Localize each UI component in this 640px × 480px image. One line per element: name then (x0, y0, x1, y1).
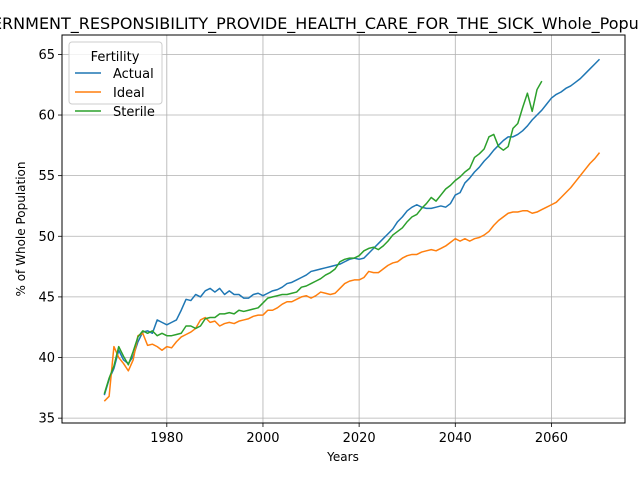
plot-frame (61, 34, 626, 424)
series-group (103, 58, 601, 402)
y-tick-label: 35 (38, 412, 55, 427)
x-tick-label: 2000 (246, 431, 279, 446)
chart-title: GOVERNMENT_RESPONSIBILITY_PROVIDE_HEALTH… (0, 14, 640, 34)
legend-items: Actual Ideal Sterile (75, 67, 155, 120)
grid (62, 35, 625, 423)
y-tick-label: 60 (38, 109, 55, 124)
x-tick-label: 2020 (343, 431, 376, 446)
x-tick-label: 2060 (535, 431, 568, 446)
legend-label-sterile: Sterile (113, 105, 155, 120)
y-tick-label: 40 (38, 351, 55, 366)
x-axis-ticks: 1980 2000 2020 2040 2060 (150, 423, 568, 446)
y-tick-label: 45 (38, 290, 55, 305)
y-tick-label: 55 (38, 169, 55, 184)
y-tick-label: 50 (38, 230, 55, 245)
y-axis-label: % of Whole Population (14, 162, 28, 297)
x-axis-label: Years (326, 450, 359, 464)
series-line-sterile (103, 80, 543, 395)
legend-label-actual: Actual (113, 67, 154, 82)
legend-box (68, 41, 163, 105)
legend-label-ideal: Ideal (113, 86, 145, 101)
x-tick-label: 1980 (150, 431, 183, 446)
y-tick-label: 65 (38, 48, 55, 63)
y-axis-ticks: 35 40 45 50 55 60 65 (38, 48, 62, 427)
legend: Fertility Actual Ideal Sterile (68, 41, 163, 120)
legend-title: Fertility (91, 50, 140, 65)
series-line-ideal (103, 152, 601, 402)
x-tick-label: 2040 (439, 431, 472, 446)
